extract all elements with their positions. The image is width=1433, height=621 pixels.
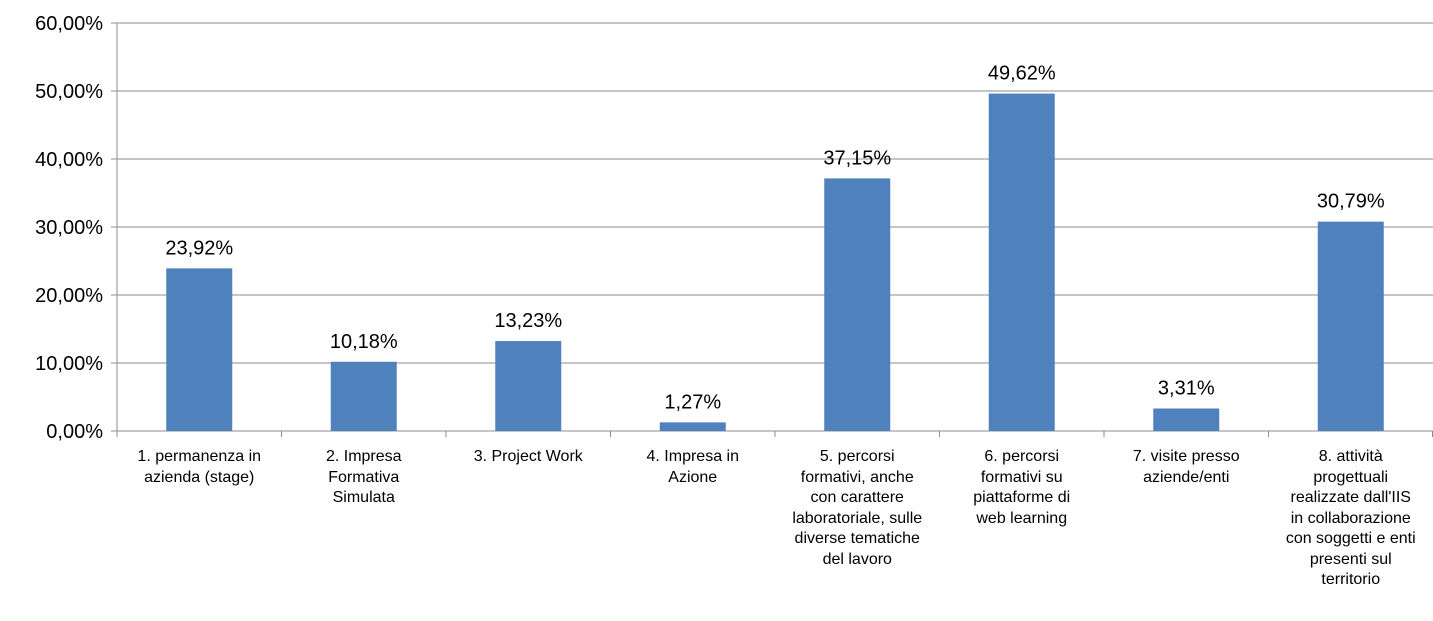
y-tick-label: 20,00% [35,285,103,307]
bar [824,178,891,431]
x-category-label: 8. attività progettuali realizzate dall'… [1285,448,1416,588]
data-label: 3,31% [1158,377,1215,399]
y-tick-label: 30,00% [35,217,103,239]
data-label: 30,79% [1317,191,1385,213]
bar [166,268,233,431]
data-label: 1,27% [664,391,721,413]
data-label: 37,15% [823,147,891,169]
y-tick-label: 40,00% [35,149,103,171]
data-label: 10,18% [330,331,398,353]
bar [659,422,726,431]
bar [330,361,397,431]
x-category-label: 6. percorsi formativi su piattaforme di … [973,448,1071,527]
x-category-label: 3. Project Work [473,448,583,465]
bar [495,341,562,431]
y-tick-label: 0,00% [46,421,103,443]
y-tick-label: 50,00% [35,81,103,103]
bar [988,93,1055,432]
x-category-label: 2. Impresa Formativa Simulata [325,448,402,506]
bar [1153,408,1220,431]
x-category-label: 1. permanenza in azienda (stage) [137,448,262,486]
bar [1317,221,1384,431]
x-category-label: 7. visite presso aziende/enti [1132,448,1240,486]
y-tick-label: 10,00% [35,353,103,375]
x-category-label: 5. percorsi formativi, anche con caratte… [792,448,923,568]
data-label: 23,92% [165,237,233,259]
data-label: 13,23% [494,310,562,332]
x-category-label: 4. Impresa in Azione [646,448,739,486]
data-label: 49,62% [988,63,1056,85]
y-tick-label: 60,00% [35,13,103,35]
